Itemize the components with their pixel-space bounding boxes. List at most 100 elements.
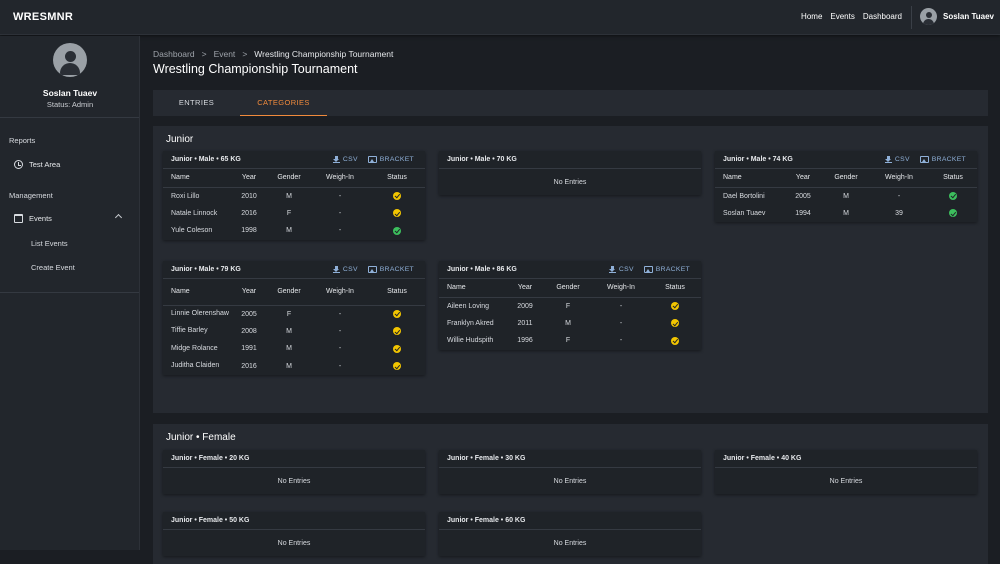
- download-icon: [608, 266, 616, 273]
- cell-year: 2016: [241, 362, 257, 370]
- column-header-year: Year: [231, 279, 267, 306]
- cell-gender: F: [565, 302, 571, 310]
- section-management: Management: [9, 191, 53, 200]
- column-header-name: Name: [439, 279, 507, 298]
- nav-events-link[interactable]: Events: [830, 12, 855, 21]
- csv-download-button[interactable]: CSV: [608, 266, 634, 273]
- status-pending-icon: [393, 192, 401, 200]
- card-header: Junior • Female • 60 KG: [439, 512, 701, 530]
- nav-home-link[interactable]: Home: [801, 12, 823, 21]
- table-row[interactable]: Natale Linnock 2016 F -: [163, 205, 425, 223]
- status-pending-icon: [393, 310, 401, 318]
- table-row[interactable]: Franklyn Akred 2011 M -: [439, 315, 701, 333]
- column-header-gender: Gender: [267, 169, 311, 188]
- bracket-button[interactable]: BRACKET: [919, 156, 966, 163]
- category-title: Junior • Female • 60 KG: [447, 517, 526, 524]
- cell-gender: F: [286, 209, 292, 217]
- status-pending-icon: [393, 209, 401, 218]
- column-header-weigh-in: Weigh-In: [311, 279, 369, 306]
- cell-weigh-in: -: [338, 327, 342, 335]
- app-brand[interactable]: WRESMNR: [13, 11, 74, 23]
- cell-status: [369, 205, 425, 223]
- page-title: Wrestling Championship Tournament: [153, 62, 358, 76]
- card-header: Junior • Male • 79 KG CSV BRACKET: [163, 261, 425, 279]
- cell-year: 1994: [795, 209, 811, 217]
- column-header-gender: Gender: [823, 169, 869, 188]
- table-row[interactable]: Midge Rolance 1991 M -: [163, 340, 425, 358]
- category-card: Junior • Male • 79 KG CSV BRACKET Name Year G…: [163, 261, 425, 375]
- download-icon: [332, 156, 340, 163]
- cell-name: Roxi Lillo: [171, 192, 200, 200]
- breadcrumb-event[interactable]: Event: [213, 49, 236, 59]
- card-header: Junior • Male • 86 KG CSV BRACKET: [439, 261, 701, 279]
- tab-categories[interactable]: CATEGORIES: [240, 90, 327, 116]
- table-row[interactable]: Linnie Olerenshaw 2005 F -: [163, 305, 425, 323]
- sidebar-item-events[interactable]: Events: [14, 214, 52, 223]
- sidebar-item-test-area[interactable]: Test Area: [14, 160, 60, 169]
- user-menu[interactable]: Soslan Tuaev: [920, 8, 994, 25]
- category-title: Junior • Female • 40 KG: [723, 455, 802, 462]
- table-row[interactable]: Tiffie Barley 2008 M -: [163, 323, 425, 341]
- cell-name: Linnie Olerenshaw: [171, 310, 229, 317]
- cell-weigh-in: -: [338, 192, 342, 200]
- card-header: Junior • Female • 20 KG: [163, 450, 425, 468]
- bracket-label: BRACKET: [379, 266, 414, 273]
- table-row[interactable]: Dael Bortolini 2005 M -: [715, 187, 977, 205]
- sidebar-item-list-events[interactable]: List Events: [31, 239, 68, 248]
- table-row[interactable]: Juditha Claiden 2016 M -: [163, 358, 425, 376]
- bracket-button[interactable]: BRACKET: [367, 266, 414, 273]
- category-title: Junior • Male • 65 KG: [171, 156, 241, 163]
- column-header-year: Year: [507, 279, 543, 298]
- sidebar-item-label: Test Area: [29, 160, 61, 169]
- cell-year: 2016: [241, 209, 257, 217]
- cell-name: Willie Hudspith: [447, 337, 494, 345]
- csv-label: CSV: [342, 266, 358, 273]
- status-pending-icon: [671, 319, 679, 328]
- category-title: Junior • Female • 20 KG: [171, 455, 250, 462]
- card-header: Junior • Female • 50 KG: [163, 512, 425, 530]
- cell-status: [369, 222, 425, 240]
- user-name: Soslan Tuaev: [943, 12, 994, 21]
- csv-download-button[interactable]: CSV: [884, 156, 910, 163]
- cell-status: [369, 340, 425, 358]
- table-row[interactable]: Yule Coleson 1998 M -: [163, 222, 425, 240]
- profile-name: Soslan Tuaev: [42, 88, 98, 98]
- sidebar-item-create-event[interactable]: Create Event: [31, 263, 75, 272]
- bracket-icon: [643, 266, 653, 273]
- cell-name: Juditha Claiden: [171, 362, 220, 370]
- sidebar: Soslan Tuaev Status: Admin Reports Test …: [0, 36, 140, 550]
- category-card: Junior • Female • 50 KG No Entries: [163, 512, 425, 556]
- csv-download-button[interactable]: CSV: [332, 156, 358, 163]
- category-title: Junior • Female • 30 KG: [447, 455, 526, 462]
- chevron-up-icon[interactable]: [114, 213, 123, 222]
- bracket-button[interactable]: BRACKET: [367, 156, 414, 163]
- bracket-icon: [919, 156, 929, 163]
- bracket-button[interactable]: BRACKET: [643, 266, 690, 273]
- column-header-status: Status: [369, 279, 425, 306]
- status-approved-icon: [393, 226, 401, 235]
- status-approved-icon: [949, 209, 957, 218]
- no-entries-text: No Entries: [553, 179, 587, 186]
- column-header-weigh-in: Weigh-In: [311, 169, 369, 188]
- category-group: Junior Junior • Male • 65 KG CSV BRACKET Nam…: [153, 126, 988, 413]
- download-icon: [332, 266, 340, 273]
- cell-name: Midge Rolance: [171, 344, 218, 352]
- table-row[interactable]: Roxi Lillo 2010 M -: [163, 187, 425, 205]
- tab-entries[interactable]: ENTRIES: [178, 98, 215, 107]
- top-app-bar: WRESMNR Home Events Dashboard Soslan Tua…: [0, 0, 1000, 35]
- csv-download-button[interactable]: CSV: [332, 266, 358, 273]
- cell-year: 1998: [241, 227, 257, 235]
- category-card: Junior • Female • 40 KG No Entries: [715, 450, 977, 494]
- column-header-year: Year: [231, 169, 267, 188]
- status-pending-icon: [671, 302, 679, 310]
- breadcrumb-dashboard[interactable]: Dashboard: [153, 49, 195, 59]
- table-row[interactable]: Soslan Tuaev 1994 M 39: [715, 205, 977, 223]
- table-row[interactable]: Willie Hudspith 1996 F -: [439, 332, 701, 350]
- cell-year: 2005: [795, 192, 811, 200]
- nav-dashboard-link[interactable]: Dashboard: [862, 12, 902, 21]
- table-header-row: Name Year Gender Weigh-In Status: [439, 279, 701, 298]
- table-row[interactable]: Aileen Loving 2009 F -: [439, 297, 701, 315]
- cell-gender: F: [286, 310, 292, 318]
- cell-weigh-in: -: [897, 192, 901, 200]
- card-header: Junior • Male • 70 KG: [439, 151, 701, 169]
